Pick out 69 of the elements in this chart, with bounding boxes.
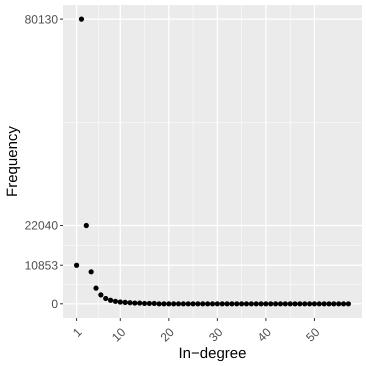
point	[258, 301, 264, 306]
point	[186, 301, 191, 306]
point	[306, 301, 312, 306]
point	[278, 301, 284, 306]
point	[152, 300, 157, 306]
x-axis-title: In−degree	[178, 345, 246, 362]
point	[166, 301, 172, 306]
point	[112, 298, 118, 304]
point	[118, 299, 123, 305]
point	[346, 301, 352, 306]
point	[234, 301, 240, 306]
point	[288, 301, 293, 306]
point	[214, 301, 220, 306]
point	[142, 300, 148, 306]
x-tick-label: 50	[303, 324, 323, 345]
point	[282, 301, 288, 306]
point	[331, 301, 336, 306]
point	[88, 269, 94, 274]
point	[336, 301, 342, 306]
point	[224, 301, 230, 306]
x-tick-label: 30	[206, 324, 226, 345]
point	[122, 300, 128, 305]
y-axis-title: Frequency	[4, 126, 21, 197]
point	[98, 292, 104, 298]
point	[248, 301, 254, 306]
x-tick-label: 20	[158, 324, 178, 345]
point	[297, 301, 302, 306]
y-tick-label: 22040	[24, 218, 58, 233]
point	[273, 301, 278, 306]
point	[268, 301, 274, 306]
x-tick-label: 1	[70, 324, 85, 340]
point	[263, 301, 268, 306]
point	[127, 300, 133, 306]
point	[108, 298, 114, 303]
y-tick-label: 0	[51, 297, 58, 312]
point	[326, 301, 332, 306]
point	[239, 301, 244, 306]
point	[220, 301, 225, 306]
point	[171, 301, 176, 306]
point	[205, 301, 210, 306]
point	[200, 301, 206, 306]
point	[292, 301, 298, 306]
point	[132, 300, 138, 306]
point	[161, 301, 167, 306]
point	[322, 301, 327, 306]
point	[195, 301, 201, 306]
point	[312, 301, 318, 306]
point	[210, 301, 216, 306]
point	[176, 301, 182, 306]
point	[316, 301, 322, 306]
y-tick-label: 10853	[24, 258, 58, 272]
y-tick-label: 80130	[24, 12, 58, 26]
point	[137, 300, 142, 306]
point	[340, 301, 346, 306]
point	[254, 301, 259, 306]
point	[84, 222, 89, 228]
point	[74, 262, 80, 268]
point	[93, 286, 99, 291]
point	[146, 300, 152, 306]
point	[180, 301, 186, 306]
x-tick-label: 40	[254, 324, 274, 345]
point	[78, 16, 84, 22]
point	[244, 301, 250, 306]
point	[103, 296, 108, 302]
point	[156, 301, 162, 306]
point	[302, 301, 308, 306]
point	[190, 301, 196, 306]
point	[229, 301, 235, 306]
x-tick-label: 10	[108, 324, 129, 345]
